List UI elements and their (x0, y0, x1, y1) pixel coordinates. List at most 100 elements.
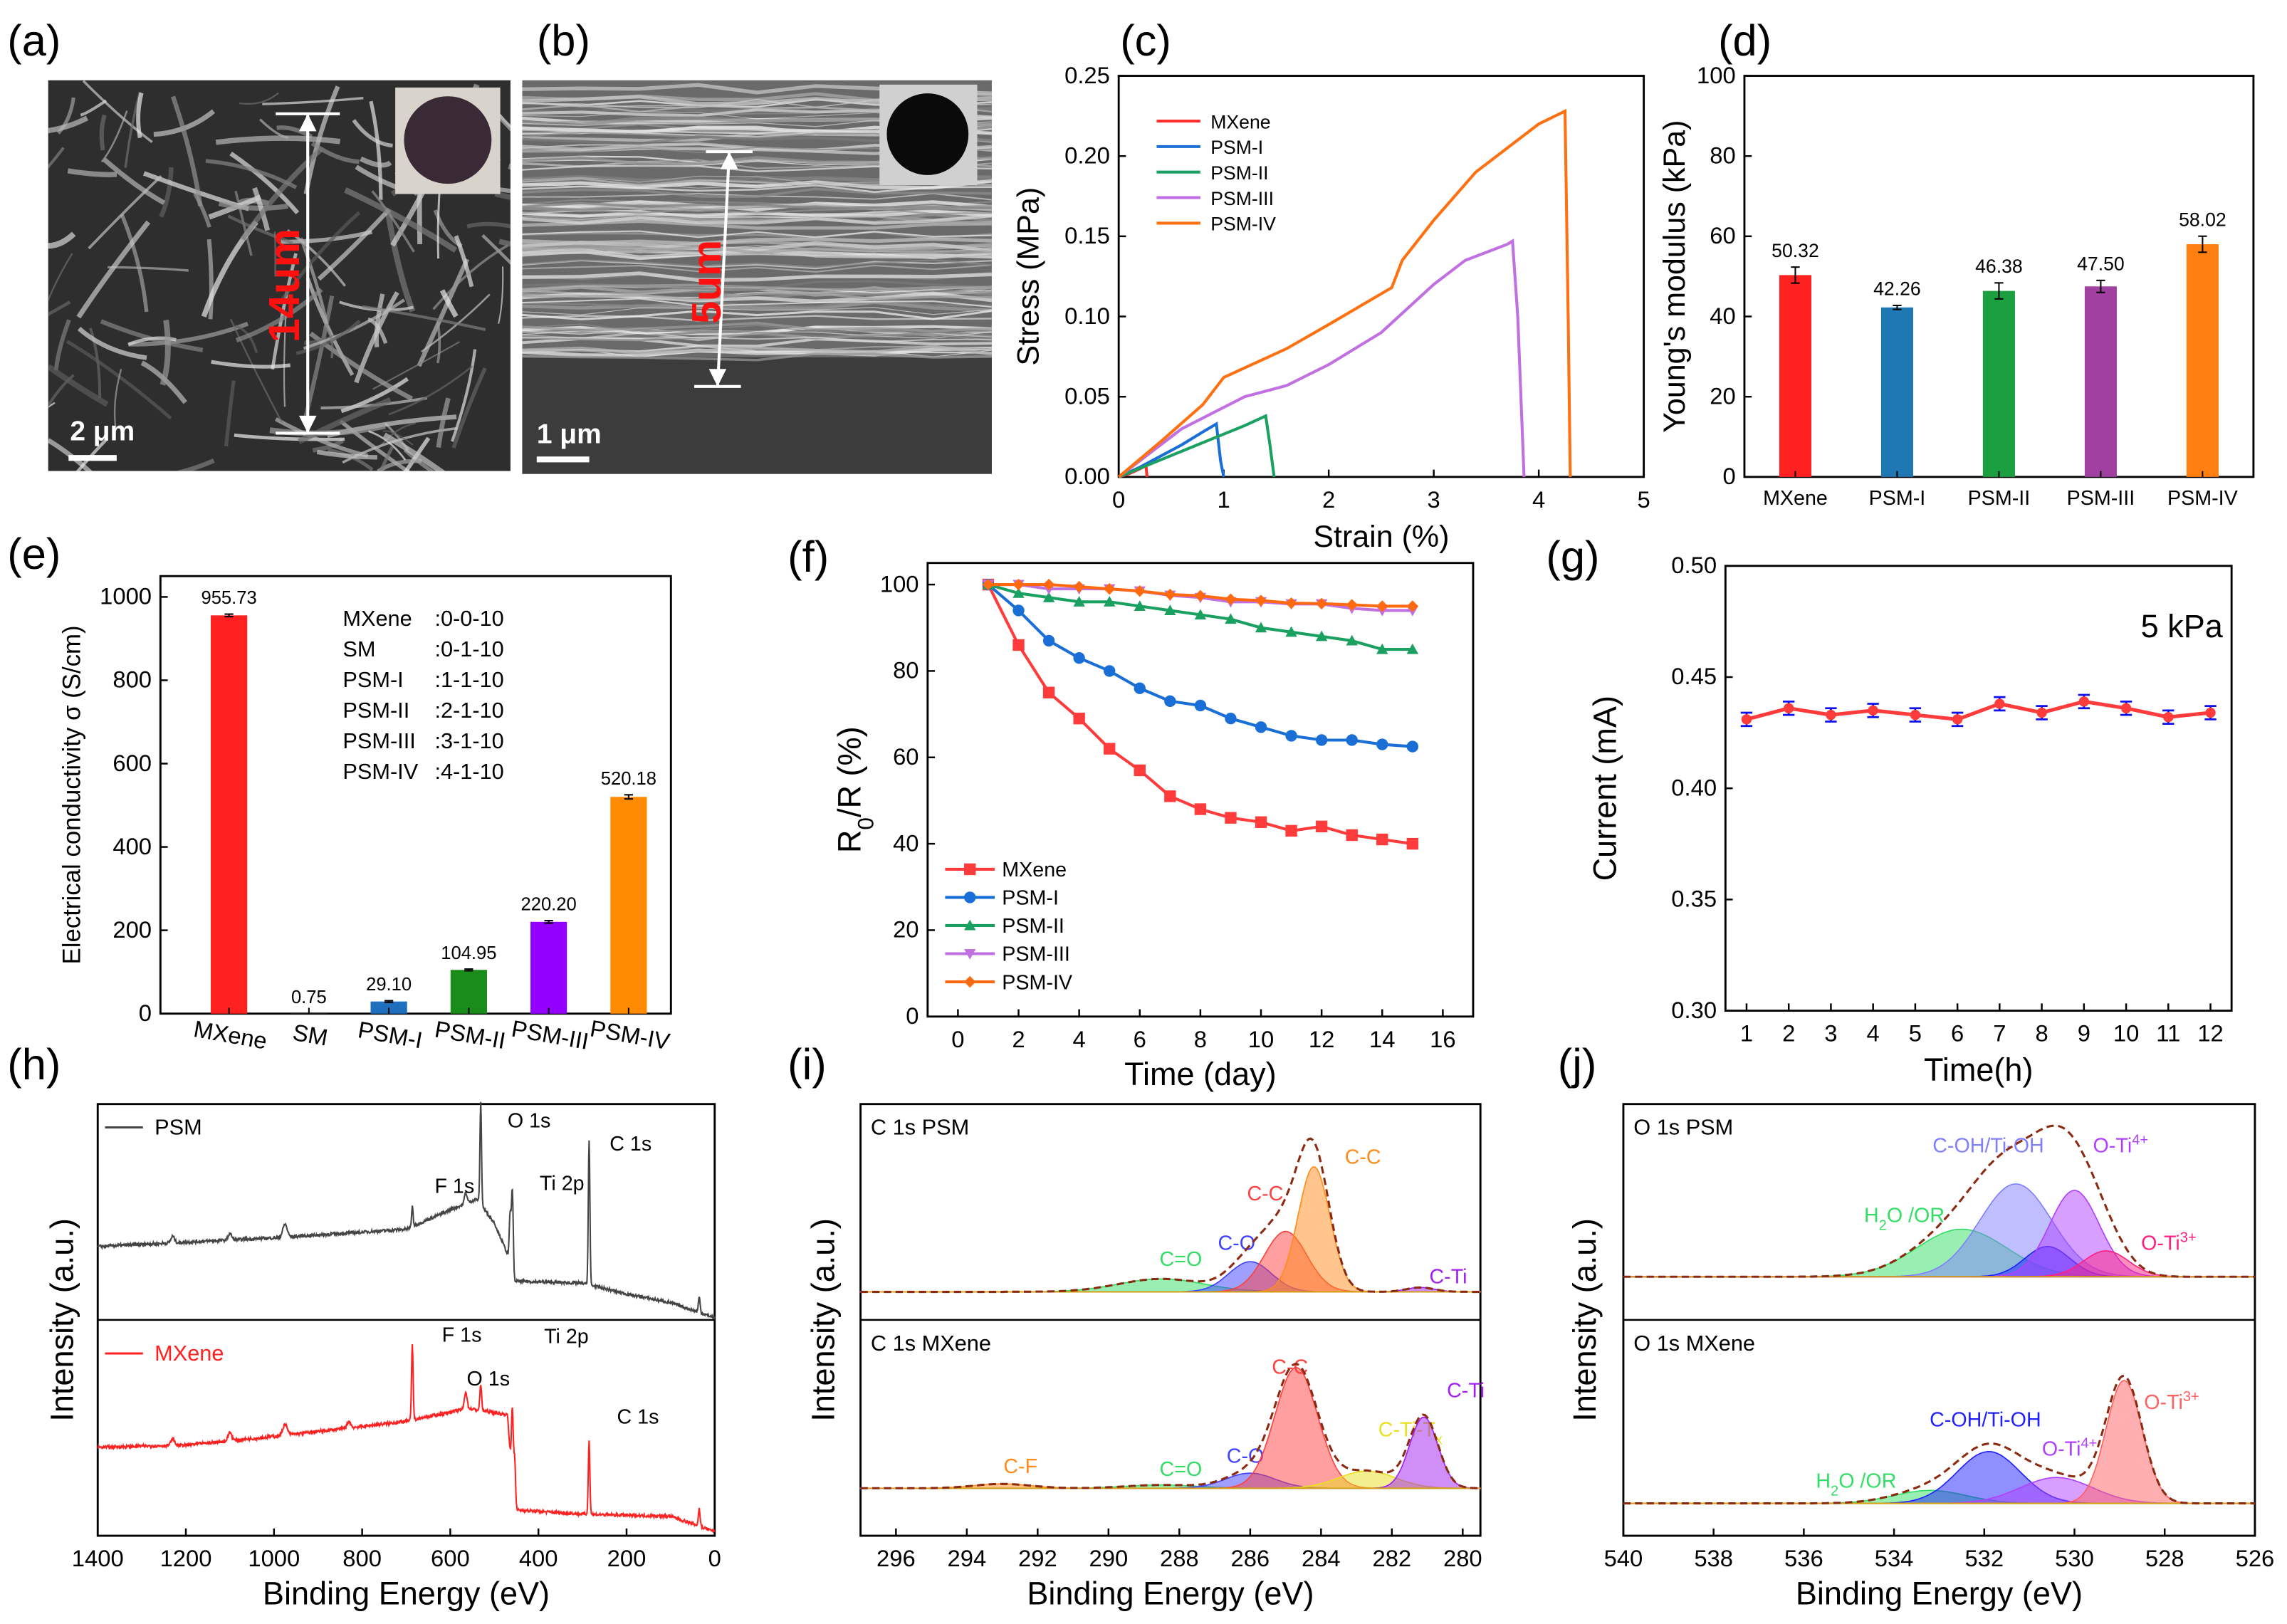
flake (53, 319, 71, 371)
flake (136, 92, 144, 139)
bar-PSM-I (1880, 307, 1913, 477)
marker-triangle (1164, 604, 1176, 616)
flake (344, 187, 458, 253)
label-part: 3+ (2183, 1389, 2199, 1405)
flake (229, 152, 300, 215)
flake (451, 367, 487, 449)
layer (522, 230, 992, 240)
flake (206, 239, 214, 320)
film-disc (886, 93, 969, 175)
substrate (522, 357, 992, 474)
flake (303, 298, 405, 350)
flake (295, 319, 361, 355)
category-label: PSM-III (2067, 487, 2135, 510)
x-tick-label: 12 (2197, 1020, 2223, 1047)
x-tick-label: 294 (948, 1545, 987, 1571)
y-tick-label: 0.40 (1671, 774, 1717, 800)
y-tick-label: 40 (893, 829, 919, 856)
x-tick-label: 2 (1782, 1020, 1795, 1047)
flake (371, 190, 415, 253)
flake (66, 340, 172, 420)
x-tick-label: 800 (342, 1545, 382, 1571)
data-label: 47.50 (2077, 253, 2125, 274)
subplot-title: O 1s PSM (1633, 1115, 1733, 1140)
x-tick-label: 5 (1909, 1020, 1922, 1047)
marker-circle (1784, 703, 1794, 713)
marker-square (1042, 686, 1055, 698)
flake (278, 211, 361, 304)
plot-frame (159, 575, 672, 1015)
y-axis-label: Stress (MPa) (1012, 187, 1046, 366)
component-label: C-O (1218, 1232, 1255, 1255)
flake (235, 288, 323, 342)
legend-ratio: :1-1-10 (434, 667, 503, 692)
y-tick-label: 800 (112, 666, 152, 693)
bar-PSM-I (370, 1001, 407, 1014)
x-tick-label: 538 (1694, 1545, 1733, 1571)
legend-ratio: :4-1-10 (434, 759, 503, 784)
x-axis-label: Binding Energy (eV) (263, 1575, 550, 1611)
category-label: PSM-IV (2167, 487, 2238, 510)
layer (522, 315, 992, 322)
marker-diamond (1104, 582, 1116, 595)
label-part: 4+ (2132, 1132, 2148, 1148)
flake (317, 207, 392, 281)
bar-MXene (1779, 275, 1811, 477)
flake (451, 349, 477, 442)
x-tick-label: 0 (1112, 486, 1125, 513)
fit-component (859, 1278, 1482, 1293)
component-label: C-C (1247, 1183, 1283, 1205)
legend-name: PSM-II (342, 698, 409, 723)
flake (362, 305, 486, 332)
flake (403, 448, 435, 471)
x-tick-label: 0 (951, 1026, 964, 1052)
marker-diamond (1315, 597, 1328, 609)
peak-label: Ti 2p (544, 1326, 589, 1348)
thickness-label: 14um (260, 229, 309, 343)
x-axis-label: Binding Energy (eV) (1796, 1575, 2083, 1611)
data-label: 42.26 (1873, 278, 1921, 300)
panel-label: (c) (1120, 16, 1171, 66)
subplot-title: C 1s PSM (871, 1115, 969, 1140)
flake (48, 147, 65, 169)
y-tick-label: 40 (1710, 303, 1735, 329)
marker-circle (1406, 740, 1419, 753)
marker-square (964, 863, 976, 876)
marker-triangle (1346, 634, 1358, 646)
y-axis-label: Intensity (a.u.) (805, 1218, 842, 1421)
panel-label: (d) (1718, 16, 1771, 66)
flake (124, 91, 142, 168)
envelope-line (1623, 1374, 2255, 1505)
panel-label: (a) (7, 16, 61, 66)
label-part: R (832, 830, 868, 854)
marker-diamond (1225, 593, 1237, 605)
layer (522, 230, 992, 239)
component-label: O-Ti3+ (2141, 1230, 2197, 1255)
x-tick-label: 540 (1604, 1545, 1643, 1571)
flake (175, 458, 215, 471)
flake (218, 201, 288, 211)
marker-triangle (1134, 600, 1146, 611)
panel-label: (j) (1558, 1040, 1597, 1089)
marker-triangle (1073, 596, 1085, 607)
marker-circle (1741, 714, 1752, 725)
flake (403, 436, 431, 471)
marker-square (1104, 743, 1116, 755)
fit-component (859, 1166, 1482, 1293)
y-axis-label: Electrical conductivity σ (S/cm) (58, 625, 86, 964)
layer (522, 352, 992, 362)
x-tick-label: 530 (2055, 1545, 2094, 1571)
flake (299, 237, 329, 325)
component-label: C-Ti (1429, 1266, 1467, 1289)
flake (271, 253, 298, 370)
label-part: H (1864, 1205, 1879, 1227)
marker-circle (1012, 604, 1025, 617)
layer (522, 259, 992, 268)
flake (274, 417, 369, 458)
y-tick-label: 0.00 (1064, 463, 1110, 489)
x-tick-label: 280 (1443, 1545, 1482, 1571)
flake (439, 289, 459, 318)
category-label: PSM-II (1968, 487, 2031, 510)
y-tick-label: 0.30 (1671, 997, 1717, 1023)
